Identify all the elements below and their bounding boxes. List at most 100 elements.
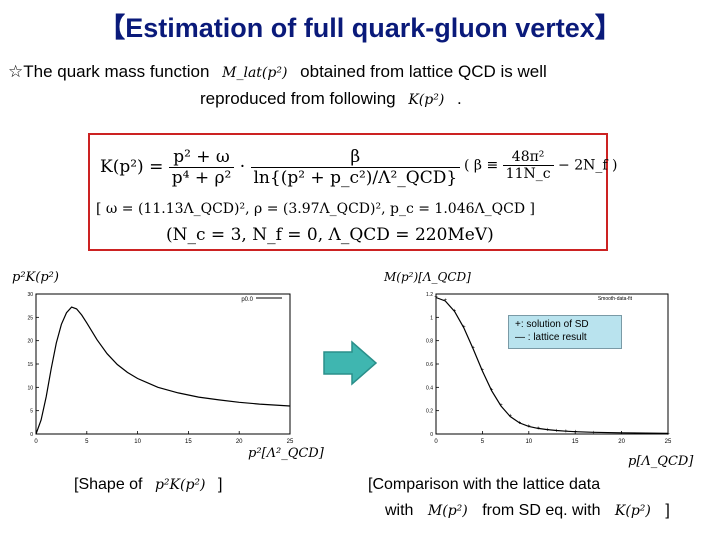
left-caption-a: [Shape of <box>74 476 143 493</box>
left-plot: 0 5 10 15 20 25 0 5 10 15 20 25 30 p0.0 <box>27 292 294 445</box>
left-plot-ytick-label: 20 <box>27 339 33 345</box>
sd-point: + <box>555 429 559 435</box>
left-plot-ytick-label: 30 <box>27 292 33 298</box>
right-plot-ytick-label: 0.2 <box>426 409 433 415</box>
intro-text-2a: reproduced from following <box>200 89 396 108</box>
left-plot-ytick-label: 0 <box>30 432 33 438</box>
star-icon: ☆ <box>8 62 24 81</box>
beta-minus: − <box>558 157 570 174</box>
left-caption: [Shape of p²K(p²) ] <box>74 476 222 494</box>
left-plot-ytick-label: 10 <box>27 385 33 391</box>
beta-den-2: 2N_f <box>574 157 608 174</box>
right-plot-ylabel: M(p²)[Λ_QCD] <box>384 270 471 284</box>
page-title: 【Estimation of full quark-gluon vertex】 <box>98 13 622 43</box>
sd-point: + <box>481 368 485 374</box>
k-num-1: p² + ω <box>168 147 235 168</box>
right-plot-ytick-label: 1.2 <box>426 292 433 298</box>
right-plot-xtick-label: 15 <box>572 439 579 445</box>
beta-num-1: 48π² <box>502 149 554 166</box>
sd-point: + <box>444 298 448 304</box>
intro-math-mlat: M_lat(p²) <box>222 65 288 81</box>
formula-box: K(p²) = p² + ω p⁴ + ρ² · β ln{(p² + p_c²… <box>88 133 617 251</box>
sd-point: + <box>490 388 494 394</box>
right-caption-math-2: K(p²) <box>614 503 651 519</box>
sd-point: + <box>434 294 438 300</box>
left-plot-xtick-label: 5 <box>85 439 89 445</box>
k-lhs: K(p²) = <box>100 157 164 177</box>
right-caption-math-1: M(p²) <box>427 503 468 519</box>
right-plot-xtick-label: 20 <box>618 439 625 445</box>
right-plot-xtick-label: 0 <box>434 439 438 445</box>
sd-point: + <box>518 420 522 426</box>
intro-line-2: reproduced from following K(p²) . <box>200 89 462 109</box>
right-plot-sd-points: + + + + + + + + + + + + + + + + + + + <box>434 294 670 437</box>
left-plot-xtick-label: 0 <box>34 439 38 445</box>
beta-frac-1: 48π² 11N_c <box>502 149 554 182</box>
legend-line-label: — : lattice result <box>515 332 587 343</box>
legend-plus-label: +: solution of SD <box>515 319 589 330</box>
beta-lhs: β ≡ <box>473 157 499 174</box>
left-plot-frame <box>35 293 291 435</box>
right-caption-with: with <box>385 502 414 519</box>
right-caption-line-2: with M(p²) from SD eq. with K(p²) ] <box>385 502 670 520</box>
intro-line-1: ☆The quark mass function M_lat(p²) obtai… <box>8 62 547 82</box>
params-text: ω = (11.13Λ_QCD)², ρ = (3.97Λ_QCD)², p_c… <box>105 201 526 217</box>
k-formula: K(p²) = p² + ω p⁴ + ρ² · β ln{(p² + p_c²… <box>100 147 461 188</box>
right-plot-xtick-label: 25 <box>665 439 672 445</box>
right-plot-ytick-label: 1 <box>430 315 433 321</box>
sd-point: + <box>536 426 540 432</box>
right-legend-top: Smooth-data-fit <box>598 296 633 302</box>
sd-point: + <box>546 427 550 433</box>
left-caption-math: p²K(p²) <box>154 477 206 493</box>
intro-text-1a: The quark mass function <box>23 62 210 81</box>
intro-text-2b: . <box>457 89 462 108</box>
left-plot-ylabel: p²K(p²) <box>12 270 59 285</box>
left-plot-ytick-label: 15 <box>27 362 33 368</box>
sd-point: + <box>666 431 670 437</box>
left-plot-xtick-label: 20 <box>236 439 243 445</box>
k-frac-1: p² + ω p⁴ + ρ² <box>168 147 235 188</box>
left-plot-xtick-label: 10 <box>134 439 141 445</box>
k-den-2: ln{(p² + p_c²)/Λ²_QCD} <box>253 168 458 188</box>
left-plot-ytick-label: 5 <box>30 409 33 415</box>
left-plot-series-line <box>35 306 291 435</box>
right-plot-legend: +: solution of SD — : lattice result <box>508 315 622 349</box>
k-dot: · <box>239 157 246 177</box>
sd-point: + <box>471 346 475 352</box>
sd-point: + <box>527 424 531 430</box>
sd-point: + <box>453 308 457 314</box>
intro-math-k: K(p²) <box>408 92 445 108</box>
beta-den-1: 11N_c <box>505 166 551 182</box>
right-plot-ytick-label: 0 <box>430 432 433 438</box>
right-plot-ticks: 0 5 10 15 20 25 0 0.2 0.4 0.6 0.8 1 1.2 <box>426 292 672 445</box>
right-plot-lattice-line <box>435 296 669 434</box>
left-caption-b: ] <box>217 476 223 493</box>
k-den-1: p⁴ + ρ² <box>171 168 232 188</box>
right-plot-xlabel: p[Λ_QCD] <box>628 454 694 469</box>
params-line: [ ω = (11.13Λ_QCD)², ρ = (3.97Λ_QCD)², p… <box>96 201 535 217</box>
left-legend-label: p0.0 <box>241 297 253 303</box>
k-frac-2: β ln{(p² + p_c²)/Λ²_QCD} <box>250 147 461 188</box>
sd-point: + <box>564 429 568 435</box>
left-plot-xlabel: p²[Λ²_QCD] <box>248 446 324 461</box>
left-plot-ticks: 0 5 10 15 20 25 0 5 10 15 20 25 30 <box>27 292 294 445</box>
right-caption-line-1: [Comparison with the lattice data <box>368 476 601 493</box>
sd-point: + <box>462 325 466 331</box>
intro-text-1b: obtained from lattice QCD is well <box>300 62 547 81</box>
sd-point: + <box>499 403 503 409</box>
left-plot-ytick-label: 25 <box>27 315 33 321</box>
sd-point: + <box>592 430 596 436</box>
sd-point: + <box>573 430 577 436</box>
sd-point: + <box>620 431 624 437</box>
k-num-2: β <box>250 147 461 168</box>
consts-line: (N_c = 3, N_f = 0, Λ_QCD = 220MeV) <box>166 225 494 245</box>
right-plot-xtick-label: 10 <box>525 439 532 445</box>
beta-def: ( β ≡ 48π² 11N_c − 2N_f ) <box>464 149 618 182</box>
sd-point: + <box>508 413 512 419</box>
right-plot-ytick-label: 0.8 <box>426 339 433 345</box>
right-caption-mid: from SD eq. with <box>482 502 601 519</box>
right-plot-ytick-label: 0.4 <box>426 385 433 391</box>
right-caption-end: ] <box>665 502 670 519</box>
right-plot-ytick-label: 0.6 <box>426 362 433 368</box>
